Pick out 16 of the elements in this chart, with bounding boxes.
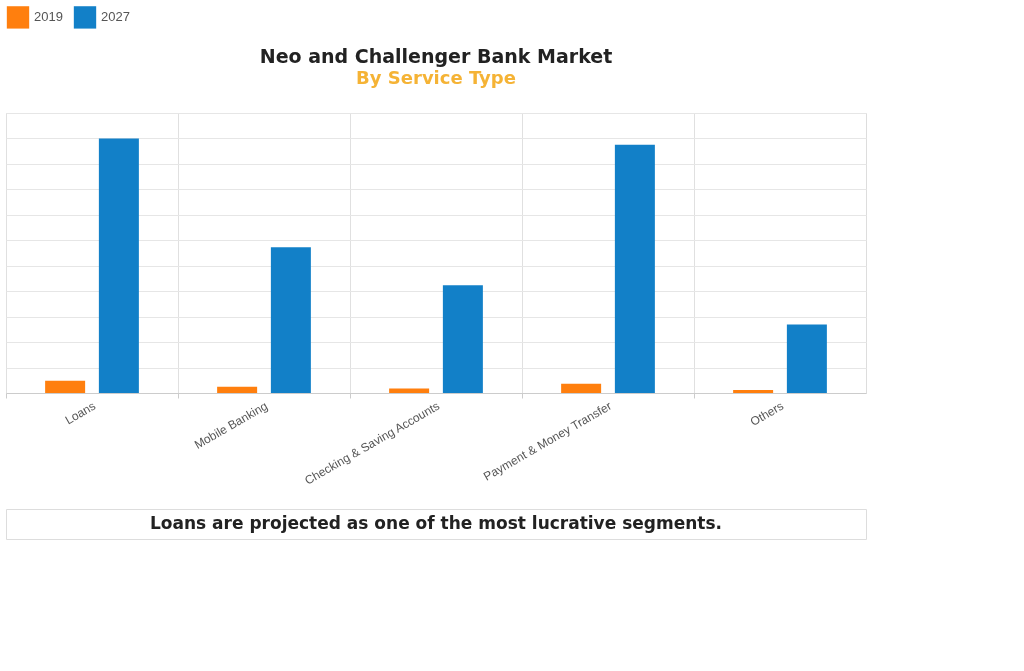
bar	[442, 285, 483, 393]
legend-label: 2027	[101, 9, 130, 25]
bar	[389, 388, 430, 393]
chart-subtitle: By Service Type	[356, 67, 516, 88]
bar	[98, 138, 139, 393]
bar	[270, 247, 311, 393]
bar	[786, 324, 827, 393]
bar	[561, 383, 602, 393]
text: Loans are projected as one of the most lucrative segments.	[149, 513, 723, 533]
chart-title: Neo and Challenger Bank Market	[259, 45, 613, 67]
legend-label: 2019	[34, 9, 63, 25]
bar	[614, 144, 655, 393]
bar	[733, 389, 774, 393]
bar	[217, 386, 258, 393]
x-tick-label: Loans	[62, 398, 98, 428]
bar	[45, 380, 86, 393]
